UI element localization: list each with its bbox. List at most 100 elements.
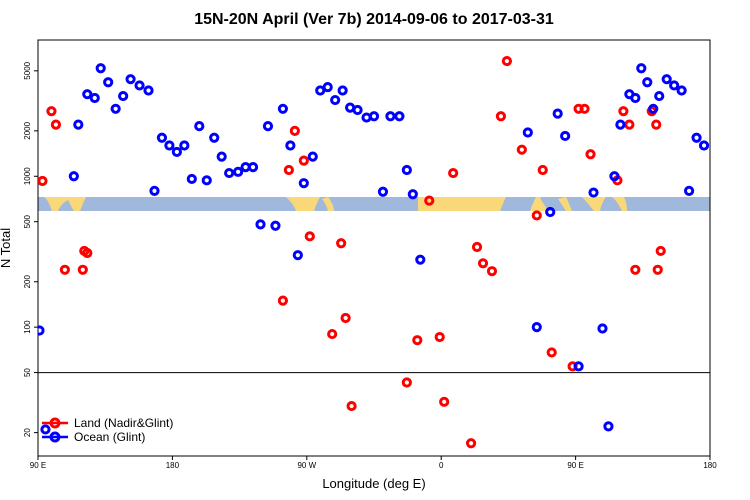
ocean-point	[247, 162, 259, 173]
land-point	[448, 167, 459, 179]
ocean-point	[691, 132, 702, 143]
land-point	[304, 231, 315, 242]
land-point	[401, 377, 412, 388]
ocean-point	[401, 164, 412, 176]
ocean-point	[676, 85, 687, 96]
x-axis-label: Longitude (deg E)	[322, 476, 425, 491]
x-tick-label: 90 W	[297, 461, 316, 470]
ocean-point	[669, 80, 680, 91]
ocean-point	[337, 85, 348, 96]
land-point	[46, 106, 57, 117]
ocean-point	[156, 132, 168, 143]
ocean-point	[262, 121, 274, 132]
y-axis-label: N Total	[0, 228, 13, 268]
ocean-point	[38, 325, 45, 336]
ocean-point	[654, 90, 665, 102]
ocean-point	[603, 421, 614, 432]
ocean-point	[368, 111, 380, 122]
land-point	[585, 149, 596, 160]
chart-title: 15N-20N April (Ver 7b) 2014-09-06 to 201…	[194, 11, 554, 28]
map-strip-ocean	[38, 197, 710, 211]
y-tick-label: 20	[23, 428, 32, 437]
legend-land-label: Land (Nadir&Glint)	[74, 416, 173, 430]
ocean-point	[615, 119, 626, 130]
land-point	[651, 119, 662, 130]
ocean-point	[103, 77, 114, 88]
land-point	[624, 119, 635, 130]
map-strip-land	[44, 197, 627, 211]
land-point	[340, 312, 351, 324]
ocean-point	[285, 140, 296, 151]
ocean-point	[89, 92, 100, 104]
plot-frame	[37, 39, 711, 457]
ocean-point	[415, 254, 426, 265]
ocean-point	[233, 166, 244, 177]
ocean-point	[661, 74, 672, 85]
land-point	[336, 238, 347, 249]
x-axis: 90 E 180 90 W 0 90 E 180	[30, 456, 717, 470]
land-point	[412, 335, 423, 346]
land-point	[277, 295, 289, 306]
ocean-point	[179, 140, 190, 151]
land-point	[471, 241, 483, 253]
ocean-point	[118, 90, 129, 102]
land-point	[531, 210, 542, 221]
y-tick-label: 1000	[23, 167, 32, 185]
land-point	[298, 155, 309, 166]
ocean-point	[298, 178, 309, 189]
land-point	[346, 400, 357, 412]
ocean-point	[385, 111, 396, 122]
y-tick-label: 50	[23, 368, 32, 377]
ocean-point	[531, 322, 542, 333]
land-point	[630, 264, 641, 275]
ocean-point	[573, 361, 584, 372]
ocean-point	[636, 63, 647, 74]
y-tick-label: 5000	[23, 61, 32, 79]
ocean-point	[307, 151, 318, 162]
ocean-point	[143, 85, 154, 96]
ocean-point	[292, 250, 303, 261]
ocean-point	[171, 146, 182, 158]
data-points	[38, 55, 710, 449]
land-point	[516, 144, 527, 155]
map-strip	[38, 197, 710, 211]
ocean-point	[352, 104, 363, 116]
land-point	[424, 195, 435, 206]
land-point	[434, 331, 445, 343]
ocean-point	[322, 81, 333, 93]
land-point	[618, 106, 629, 117]
ocean-point	[330, 94, 341, 106]
ocean-point	[630, 92, 641, 104]
ocean-point	[95, 63, 106, 74]
land-point	[652, 264, 663, 275]
ocean-point	[186, 173, 197, 185]
land-point	[439, 396, 450, 407]
ocean-point	[642, 77, 653, 88]
ocean-point	[149, 185, 160, 196]
land-point	[537, 164, 548, 176]
ocean-point	[73, 119, 84, 130]
ocean-point	[82, 89, 93, 100]
ocean-point	[522, 127, 533, 138]
ocean-point	[560, 130, 571, 142]
ocean-point	[545, 206, 556, 218]
land-point	[486, 266, 498, 277]
legend-land-marker	[49, 417, 61, 429]
ocean-point	[277, 103, 289, 114]
y-tick-label: 100	[23, 320, 32, 334]
y-tick-label: 500	[23, 214, 32, 228]
land-point	[465, 438, 477, 449]
land-point	[546, 347, 557, 358]
land-point	[38, 175, 48, 187]
y-tick-label: 200	[23, 275, 32, 289]
ocean-point	[110, 103, 121, 114]
ocean-point	[394, 111, 405, 122]
ocean-point	[698, 140, 710, 151]
ocean-point	[609, 171, 620, 182]
land-point	[495, 111, 507, 122]
ocean-point	[552, 108, 563, 119]
land-point	[283, 164, 294, 176]
land-point	[501, 55, 513, 67]
y-axis: 20 50 100 200 500 1000 2000 5000	[23, 61, 38, 437]
